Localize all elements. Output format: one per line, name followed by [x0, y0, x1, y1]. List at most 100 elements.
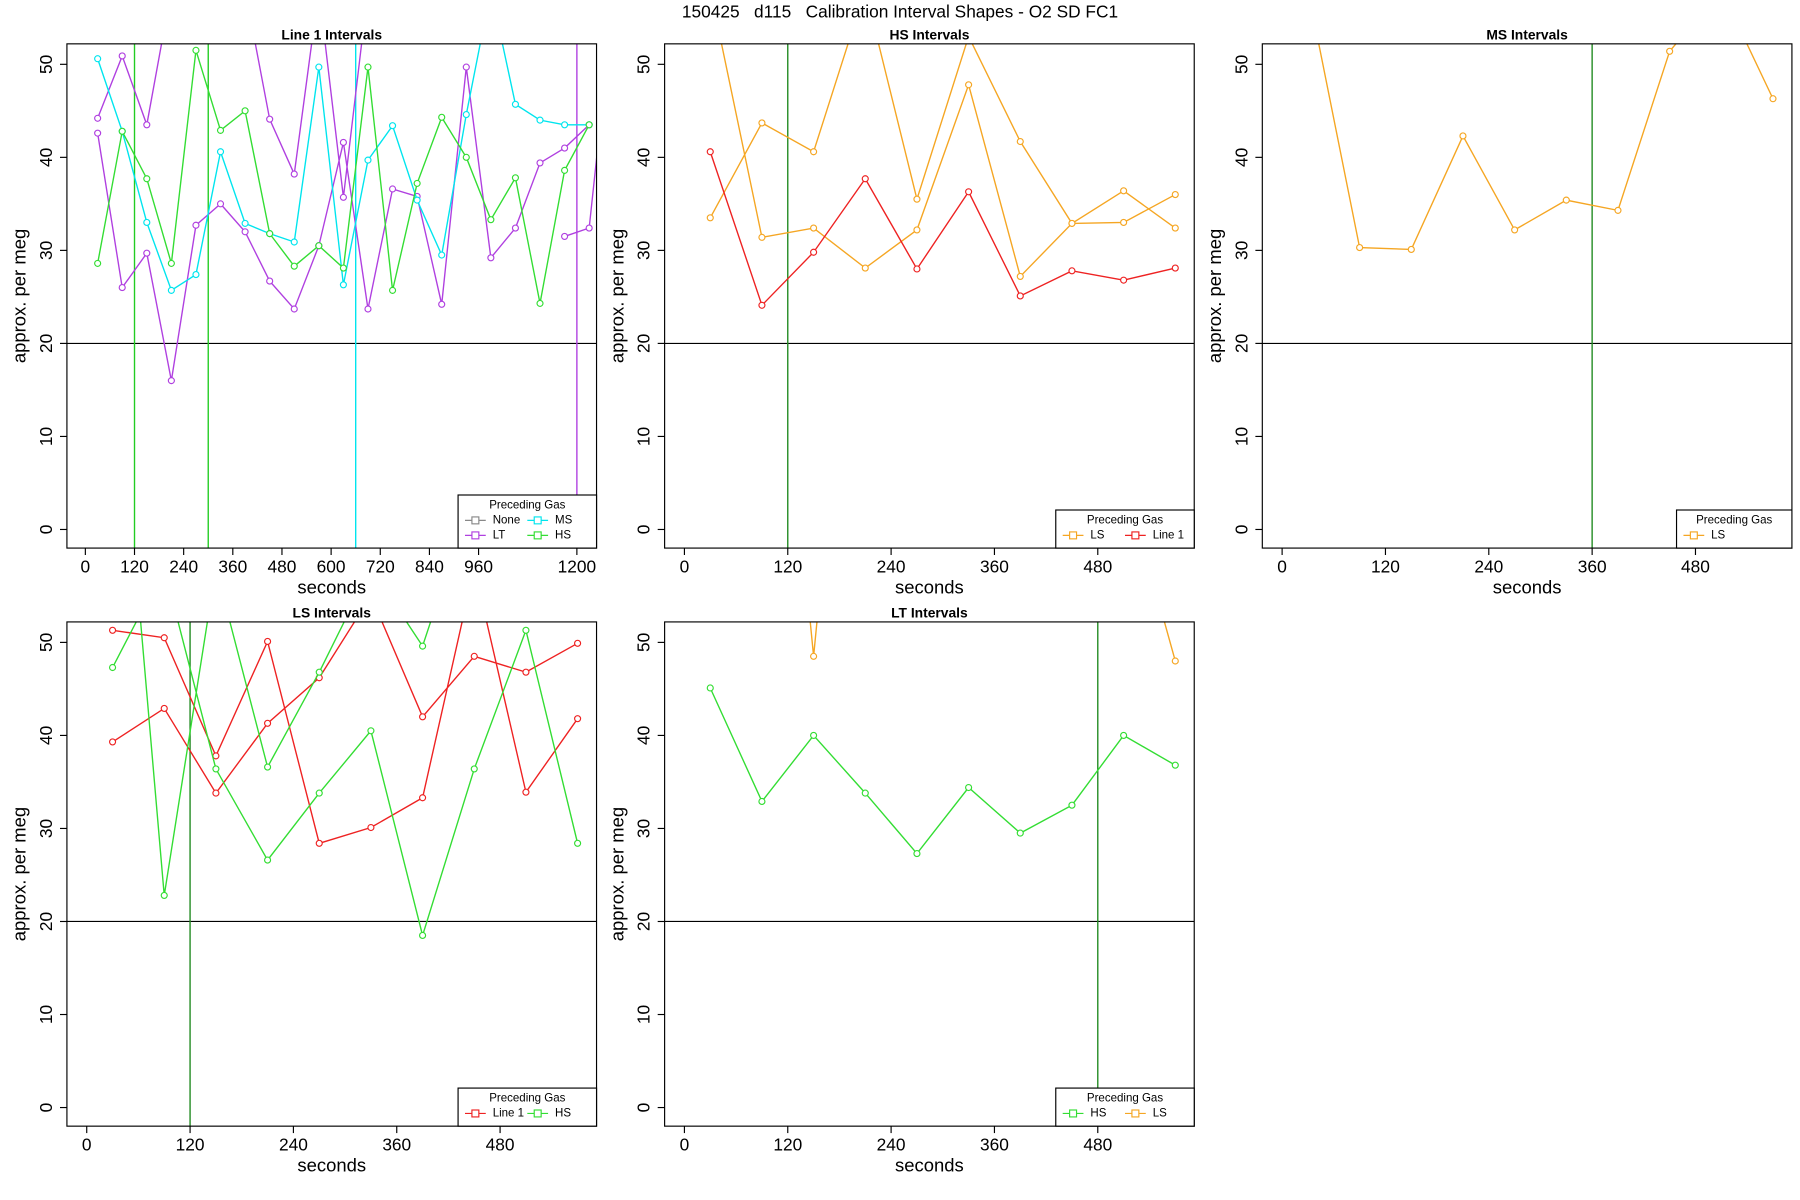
x-tick-label: 240: [169, 556, 198, 576]
y-tick-label: 0: [36, 1103, 56, 1113]
data-point: [810, 224, 818, 232]
y-tick-label: 20: [1231, 334, 1251, 353]
y-tick-label: 50: [36, 55, 56, 74]
panel: LT Intervals seconds approx. per meg 0 120 24…: [606, 605, 1195, 1175]
data-point: [1120, 731, 1128, 739]
data-point: [167, 377, 175, 385]
data-point: [290, 262, 298, 270]
data-point: [1171, 657, 1179, 665]
data-point: [536, 299, 544, 307]
data-point: [315, 242, 323, 250]
legend-label: Line 1: [1153, 529, 1184, 541]
data-point: [241, 219, 249, 227]
legend-marker: [533, 1109, 542, 1118]
data-point: [315, 839, 323, 847]
data-point: [1171, 190, 1179, 199]
data-point: [561, 121, 569, 129]
legend-marker: [533, 516, 542, 525]
data-point: [536, 159, 544, 167]
data-point: [810, 148, 818, 156]
legend-label: MS: [555, 514, 573, 526]
plot-frame: [66, 43, 598, 549]
x-tick-label: 720: [366, 556, 395, 576]
plot-area: [66, 621, 597, 1127]
panel-title: LT Intervals: [891, 605, 968, 621]
y-tick-label: 10: [634, 1005, 654, 1024]
data-point: [108, 738, 117, 746]
x-tick-label: 480: [1083, 1134, 1112, 1154]
data-point: [1459, 132, 1467, 140]
data-point: [94, 129, 102, 137]
data-point: [419, 713, 427, 721]
data-point: [965, 783, 973, 792]
data-point: [522, 668, 530, 676]
x-tick-label: 0: [680, 1134, 690, 1154]
data-point: [419, 931, 427, 940]
data-point: [212, 765, 220, 773]
data-point: [108, 663, 117, 672]
data-point: [1171, 264, 1179, 272]
data-point: [913, 849, 921, 858]
y-tick-label: 30: [634, 819, 654, 838]
series-line: [709, 687, 1176, 855]
data-point: [574, 839, 582, 847]
data-point: [1614, 206, 1622, 214]
data-point: [160, 704, 168, 713]
legend: Preceding Gas Line 1 HS: [457, 1087, 598, 1127]
legend-marker: [1069, 531, 1078, 540]
data-point: [143, 121, 151, 129]
legend-box: [457, 1087, 598, 1127]
data-point: [810, 248, 818, 256]
data-point: [1120, 218, 1128, 227]
data-point: [167, 259, 175, 267]
data-point: [965, 188, 973, 196]
legend-marker: [471, 516, 480, 525]
x-axis-label: seconds: [297, 1154, 366, 1175]
legend-title: Preceding Gas: [1087, 1093, 1163, 1105]
legend-label: HS: [555, 529, 571, 541]
x-tick-label: 0: [680, 556, 690, 576]
data-point: [1016, 829, 1024, 837]
y-tick-label: 10: [634, 427, 654, 446]
legend-marker: [471, 531, 480, 540]
data-point: [290, 170, 298, 178]
data-point: [108, 626, 117, 634]
data-point: [1562, 196, 1570, 204]
legend-label: LT: [493, 529, 506, 541]
plot-frame: [664, 621, 1195, 1127]
y-tick-label: 50: [36, 633, 56, 652]
data-point: [1120, 187, 1128, 195]
data-point: [118, 284, 126, 292]
y-tick-label: 20: [634, 334, 654, 353]
data-point: [1666, 47, 1674, 55]
data-point: [143, 218, 151, 227]
data-point: [706, 148, 714, 156]
legend-box: [1055, 509, 1195, 549]
panel-title: LS Intervals: [293, 605, 372, 621]
data-point: [241, 107, 249, 115]
data-point: [263, 763, 272, 771]
data-point: [511, 100, 520, 108]
data-point: [758, 301, 766, 309]
y-tick-label: 10: [36, 427, 56, 446]
y-axis-label: approx. per meg: [1204, 229, 1225, 363]
legend-label: HS: [555, 1108, 571, 1120]
data-point: [266, 230, 274, 238]
data-point: [419, 642, 427, 650]
legend-marker: [471, 1109, 480, 1118]
data-point: [266, 277, 274, 285]
legend-label: LS: [1711, 529, 1725, 541]
data-point: [522, 626, 530, 634]
data-point: [561, 166, 569, 174]
data-point: [315, 668, 323, 676]
data-point: [462, 153, 470, 161]
data-point: [913, 226, 921, 234]
legend-title: Preceding Gas: [1696, 514, 1772, 526]
x-tick-label: 240: [279, 1134, 308, 1154]
data-point: [810, 652, 818, 660]
legend-box: [457, 494, 598, 549]
x-tick-label: 240: [877, 1134, 906, 1154]
x-tick-label: 480: [1083, 556, 1112, 576]
data-point: [167, 286, 175, 294]
y-tick-label: 0: [634, 1103, 654, 1113]
